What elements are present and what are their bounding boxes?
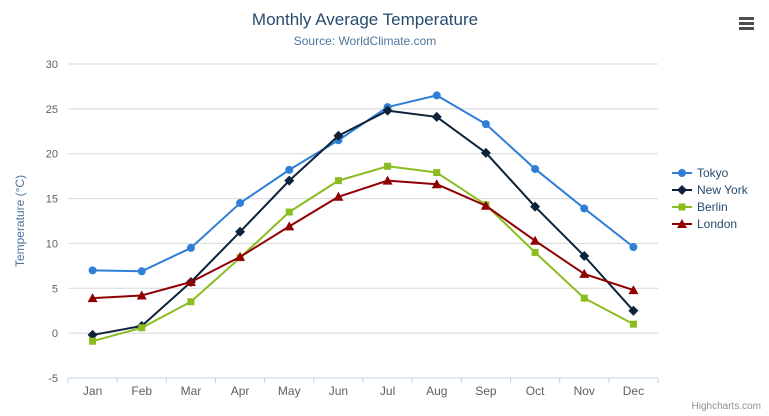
circle-marker[interactable] <box>678 168 686 177</box>
y-axis-tick-label: 10 <box>46 238 58 250</box>
circle-marker[interactable] <box>236 199 245 208</box>
series-line-london <box>91 179 635 300</box>
diamond-marker[interactable] <box>431 111 442 122</box>
diamond-marker[interactable] <box>677 184 687 195</box>
x-axis-tick-label: Nov <box>574 384 595 398</box>
square-marker[interactable] <box>629 320 637 328</box>
diamond-marker[interactable] <box>530 201 541 212</box>
x-axis-tick-label: Feb <box>131 384 152 398</box>
triangle-marker[interactable] <box>235 251 246 261</box>
circle-marker[interactable] <box>88 266 97 275</box>
diamond-marker[interactable] <box>87 329 98 340</box>
legend-triangle-icon <box>672 218 692 228</box>
legend-square-icon <box>672 203 692 210</box>
x-axis-tick-label: Jul <box>380 384 395 398</box>
legend: Tokyo New York Berlin London <box>672 164 748 232</box>
square-marker[interactable] <box>433 169 441 177</box>
circle-marker[interactable] <box>186 243 195 252</box>
square-marker[interactable] <box>138 324 146 332</box>
y-axis-tick-label: 5 <box>52 283 58 295</box>
diamond-marker[interactable] <box>284 175 295 186</box>
legend-item-tokyo[interactable]: Tokyo <box>672 164 748 181</box>
x-axis-tick-label: Aug <box>426 384 447 398</box>
circle-marker[interactable] <box>432 91 441 100</box>
diamond-marker[interactable] <box>333 130 344 141</box>
legend-label-new-york: New York <box>697 182 748 197</box>
square-marker[interactable] <box>678 203 686 210</box>
triangle-marker[interactable] <box>579 268 590 278</box>
y-axis-tick-label: -5 <box>48 373 58 385</box>
triangle-marker[interactable] <box>284 221 295 231</box>
circle-marker[interactable] <box>580 204 589 213</box>
circle-marker[interactable] <box>629 243 638 252</box>
x-axis-tick-label: Oct <box>526 384 545 398</box>
x-axis-tick-label: Apr <box>231 384 250 398</box>
x-axis-tick-label: Jan <box>83 384 102 398</box>
credits-link[interactable]: Highcharts.com <box>691 401 761 412</box>
y-axis-tick-label: 15 <box>46 194 58 206</box>
y-axis-tick-label: 0 <box>52 328 58 340</box>
triangle-marker[interactable] <box>382 175 393 185</box>
legend-item-london[interactable]: London <box>672 215 748 232</box>
x-axis-tick-label: Jun <box>329 384 348 398</box>
square-marker[interactable] <box>89 337 97 345</box>
series-new-york <box>87 105 639 340</box>
legend-item-new-york[interactable]: New York <box>672 181 748 198</box>
x-axis-tick-label: Sep <box>475 384 497 398</box>
legend-circle-icon <box>672 168 692 177</box>
diamond-marker[interactable] <box>235 226 246 237</box>
hamburger-menu-icon <box>739 17 754 20</box>
triangle-marker[interactable] <box>628 285 639 295</box>
square-marker[interactable] <box>384 162 392 170</box>
y-axis-tick-label: 30 <box>46 59 58 71</box>
circle-marker[interactable] <box>481 120 490 129</box>
legend-label-berlin: Berlin <box>697 199 728 214</box>
series-line-berlin <box>91 165 635 343</box>
diamond-marker[interactable] <box>579 250 590 261</box>
square-marker[interactable] <box>285 208 293 216</box>
circle-marker[interactable] <box>531 164 540 173</box>
hamburger-menu-button[interactable] <box>736 13 757 32</box>
hamburger-menu-icon <box>739 27 754 30</box>
triangle-marker[interactable] <box>431 179 442 189</box>
circle-marker[interactable] <box>137 267 146 276</box>
triangle-marker[interactable] <box>87 293 98 303</box>
legend-item-berlin[interactable]: Berlin <box>672 198 748 215</box>
triangle-marker[interactable] <box>677 218 687 228</box>
y-axis-tick-label: 25 <box>46 104 58 116</box>
hamburger-menu-icon <box>739 22 754 25</box>
diamond-marker[interactable] <box>480 147 491 158</box>
square-marker[interactable] <box>187 298 195 306</box>
diamond-marker[interactable] <box>382 105 393 116</box>
square-marker[interactable] <box>531 248 539 256</box>
chart-subtitle: Source: WorldClimate.com <box>293 34 437 48</box>
triangle-marker[interactable] <box>136 290 147 300</box>
legend-label-tokyo: Tokyo <box>697 165 729 180</box>
square-marker[interactable] <box>334 177 342 185</box>
triangle-marker[interactable] <box>530 235 541 245</box>
triangle-marker[interactable] <box>480 200 491 210</box>
triangle-marker[interactable] <box>185 277 196 287</box>
square-marker[interactable] <box>580 294 588 302</box>
series-london <box>87 175 639 303</box>
diamond-marker[interactable] <box>628 305 639 316</box>
x-axis-tick-label: Mar <box>181 384 202 398</box>
chart-title: Monthly Average Temperature <box>251 10 479 29</box>
series-line-new-york <box>91 109 635 336</box>
legend-label-london: London <box>697 216 738 231</box>
circle-marker[interactable] <box>285 165 294 174</box>
triangle-marker[interactable] <box>333 191 344 201</box>
series-line-tokyo <box>91 94 635 273</box>
y-axis-tick-label: 20 <box>46 149 58 161</box>
x-axis-tick-label: May <box>278 384 301 398</box>
x-axis-tick-label: Dec <box>623 384 644 398</box>
series-tokyo <box>88 91 638 276</box>
legend-diamond-icon <box>672 184 692 195</box>
